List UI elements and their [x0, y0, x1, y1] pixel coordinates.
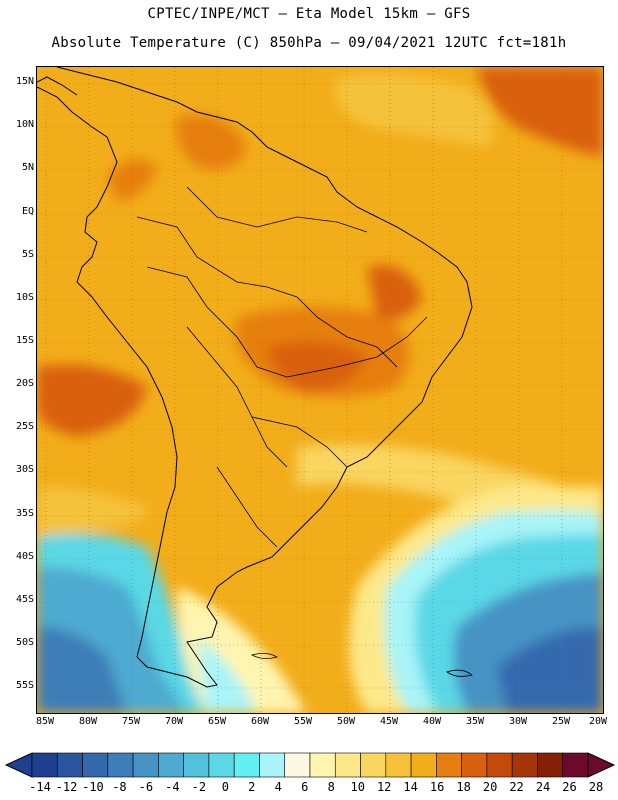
- colorbar-bin: [461, 752, 488, 778]
- lon-label: 85W: [35, 716, 55, 727]
- colorbar-bin: [562, 752, 589, 778]
- colorbar-bin: [158, 752, 184, 778]
- colorbar-bin: [208, 752, 235, 778]
- lon-label: 80W: [78, 716, 98, 727]
- colorbar-right-arrow: [587, 752, 616, 778]
- colorbar-tick-label: 6: [301, 780, 309, 794]
- lon-label: 35W: [465, 716, 485, 727]
- lon-label: 25W: [551, 716, 571, 727]
- lat-label: 50S: [15, 637, 34, 648]
- colorbar-bin: [410, 752, 437, 778]
- colorbar-tick-label: -14: [29, 780, 51, 794]
- colorbar-bin: [132, 752, 159, 778]
- lon-label: 30W: [508, 716, 528, 727]
- colorbar-bins: [31, 752, 589, 778]
- title-line-1: CPTEC/INPE/MCT – Eta Model 15km – GFS: [147, 6, 471, 22]
- colorbar-bin: [486, 752, 513, 778]
- lat-label: 55S: [15, 680, 34, 691]
- colorbar-tick-label: 18: [456, 780, 471, 794]
- lon-label: 65W: [207, 716, 227, 727]
- title-line-2: Absolute Temperature (C) 850hPa – 09/04/…: [51, 35, 567, 51]
- warm-patch-ne: [477, 67, 603, 157]
- colorbar-tick-label: 10: [350, 780, 365, 794]
- warm-patch-pacific: [37, 364, 147, 437]
- colorbar-bin: [385, 752, 412, 778]
- colorbar-tick-label: 12: [376, 780, 392, 794]
- colorbar-bin: [436, 752, 462, 778]
- colorbar-left-arrow: [4, 752, 33, 778]
- colorbar: [4, 752, 616, 778]
- colorbar-tick-label: 26: [562, 780, 577, 794]
- lat-label: 40S: [15, 551, 34, 562]
- colorbar-tick-label: 2: [248, 780, 256, 794]
- warm-patch-venezuela: [176, 115, 247, 170]
- hot-patch-central: [267, 341, 367, 392]
- colorbar-bin: [183, 752, 210, 778]
- colorbar-bin: [233, 752, 260, 778]
- lat-label: 20S: [15, 378, 34, 389]
- colorbar-tick-label: -6: [138, 780, 154, 794]
- lon-label: 75W: [121, 716, 141, 727]
- colorbar-tick-label: 22: [509, 780, 524, 794]
- colorbar-tick-label: 14: [403, 780, 418, 794]
- colorbar-bin: [537, 752, 564, 778]
- lon-label: 70W: [164, 716, 184, 727]
- colorbar-tick-label: -10: [82, 780, 104, 794]
- colorbar-bin: [511, 752, 538, 778]
- colorbar-tick-label: -2: [191, 780, 207, 794]
- lon-label: 20W: [588, 716, 608, 727]
- island-south: [250, 653, 278, 659]
- map-canvas: [37, 67, 603, 713]
- lon-label: 40W: [422, 716, 442, 727]
- colorbar-tick-label: 28: [588, 780, 604, 794]
- lon-label: 60W: [250, 716, 270, 727]
- colorbar-tick-label: -12: [55, 780, 78, 794]
- colorbar-bin: [31, 752, 58, 778]
- lon-label: 45W: [379, 716, 399, 727]
- colorbar-tick-label: -4: [165, 780, 180, 794]
- colorbar-tick-label: 16: [429, 780, 445, 794]
- south-america-coastline: [37, 67, 473, 688]
- lon-label: 50W: [336, 716, 356, 727]
- colorbar-bin: [309, 752, 336, 778]
- deep-blue-pacific: [37, 627, 127, 713]
- yellow-band-pacific: [37, 487, 148, 537]
- lat-label: 15S: [15, 335, 34, 346]
- lat-label: 45S: [15, 594, 34, 605]
- colorbar-tick-label: 24: [535, 780, 551, 794]
- hot-patch-ne-brazil: [367, 265, 422, 320]
- colorbar-tick-label: -8: [112, 780, 127, 794]
- lat-label: 5S: [21, 249, 34, 260]
- lat-label: 15N: [15, 76, 34, 87]
- colorbar-bin: [284, 752, 311, 778]
- colorbar-tick-label: 20: [482, 780, 498, 794]
- central-america-coastline: [37, 76, 78, 96]
- colorbar-bin: [360, 752, 387, 778]
- colorbar-bin: [82, 752, 109, 778]
- falkland-islands: [446, 669, 473, 677]
- lat-label: 5N: [21, 162, 34, 173]
- lon-label: 55W: [293, 716, 313, 727]
- colorbar-bin: [56, 752, 83, 778]
- colorbar-tick-label: 4: [274, 780, 282, 794]
- warm-patch-colombia: [107, 159, 157, 202]
- yellow-band-south-atlantic: [297, 444, 603, 567]
- deep-blue-region: [497, 627, 603, 713]
- lat-label: 35S: [15, 508, 34, 519]
- colorbar-tick-label: 0: [221, 780, 229, 794]
- lat-label: 25S: [15, 421, 34, 432]
- cool-patch-n: [335, 73, 494, 147]
- colorbar-bin: [334, 752, 361, 778]
- country-borders: [136, 186, 428, 548]
- temperature-map: [36, 66, 604, 714]
- colorbar-bin: [107, 752, 134, 778]
- lat-label: 30S: [15, 464, 34, 475]
- colorbar-tick-label: 8: [327, 780, 335, 794]
- colorbar-bin: [259, 752, 286, 778]
- lat-label: 10S: [15, 292, 34, 303]
- lat-label: EQ: [21, 206, 34, 217]
- cyan-tongue-patagonia: [197, 637, 257, 713]
- lat-label: 10N: [15, 119, 34, 130]
